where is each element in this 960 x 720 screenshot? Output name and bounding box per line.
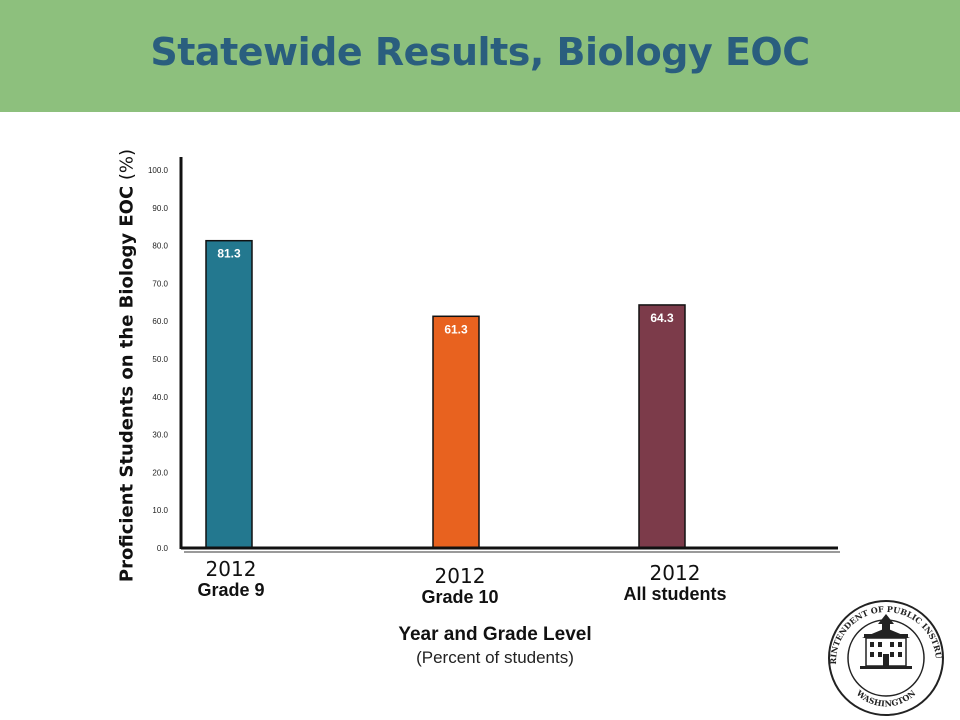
- y-axis-unit: (%): [116, 148, 138, 181]
- category-year: 2012: [205, 557, 257, 581]
- y-tick-label: 20.0: [152, 468, 168, 477]
- category-label: 2012 Grade 9: [146, 558, 316, 600]
- bar-value-label: 81.3: [217, 247, 241, 261]
- y-tick-label: 90.0: [152, 204, 168, 213]
- state-seal-logo: SUPERINTENDENT OF PUBLIC INSTRUCTION WAS…: [822, 598, 944, 716]
- header-bar: [0, 0, 960, 112]
- bar: [205, 239, 253, 549]
- category-year: 2012: [649, 561, 701, 585]
- bar-value-label: 61.3: [444, 322, 468, 336]
- bar: [432, 315, 480, 549]
- y-tick-label: 60.0: [152, 317, 168, 326]
- category-label: 2012 All students: [590, 562, 760, 604]
- category-year: 2012: [434, 564, 486, 588]
- category-grade: Grade 10: [421, 587, 499, 607]
- bar-value-label: 64.3: [650, 311, 674, 325]
- y-tick-label: 50.0: [152, 355, 168, 364]
- x-axis-label: Year and Grade Level (Percent of student…: [295, 624, 695, 668]
- y-tick-label: 30.0: [152, 431, 168, 440]
- page-title: Statewide Results, Biology EOC: [150, 30, 810, 74]
- category-grade: Grade 9: [197, 580, 265, 600]
- y-axis-label-text: Proficient Students on the Biology EOC: [116, 185, 138, 583]
- x-axis-subtitle: (Percent of students): [416, 648, 574, 667]
- y-tick-label: 70.0: [152, 279, 168, 288]
- y-axis-label: Proficient Students on the Biology EOC (…: [117, 136, 138, 596]
- bar: [638, 304, 686, 549]
- category-label: 2012 Grade 10: [375, 565, 545, 607]
- y-tick-label: 0.0: [157, 544, 169, 553]
- y-tick-label: 10.0: [152, 506, 168, 515]
- x-axis-title: Year and Grade Level: [398, 624, 592, 645]
- y-tick-label: 100.0: [148, 166, 169, 175]
- y-tick-label: 80.0: [152, 242, 168, 251]
- y-tick-label: 40.0: [152, 393, 168, 402]
- category-grade: All students: [623, 584, 727, 604]
